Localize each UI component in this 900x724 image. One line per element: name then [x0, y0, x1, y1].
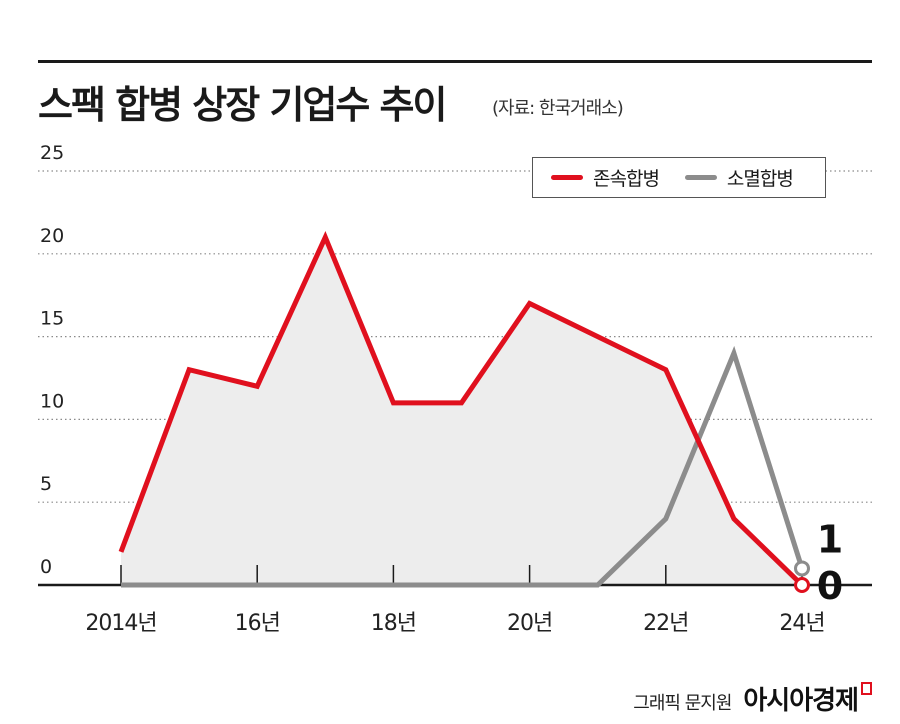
y-tick-label-25: 25	[40, 142, 64, 164]
y-tick-label-0: 0	[40, 556, 52, 578]
x-tick-label-2018: 18년	[371, 611, 416, 636]
legend-item-survivor: 존속합병	[551, 164, 660, 191]
x-tick-label-2014: 2014년	[85, 611, 156, 636]
top-rule	[38, 60, 872, 63]
brand-mark-icon	[861, 682, 872, 695]
end-marker-survivor	[794, 577, 810, 593]
end-label-survivor: 0	[817, 564, 843, 608]
y-tick-label-10: 10	[40, 390, 64, 412]
credit-author: 그래픽 문지원	[633, 693, 732, 714]
x-tick-label-2024: 24년	[779, 611, 824, 636]
source-note: (자료: 한국거래소)	[492, 98, 624, 119]
legend-label-dissolve: 소멸합병	[726, 168, 794, 190]
legend-swatch-survivor	[551, 175, 583, 180]
series-line-dissolve	[121, 345, 805, 588]
x-tick-label-2022: 22년	[643, 611, 688, 636]
legend-swatch-dissolve	[684, 175, 717, 180]
series-line-survivor	[118, 230, 804, 587]
credit-brand-logo: 아시아경제	[743, 686, 859, 716]
chart-title: 스팩 합병 상장 기업수 추이	[38, 83, 447, 127]
end-marker-dissolve	[794, 560, 810, 577]
x-tick-label-2020: 20년	[507, 611, 552, 636]
y-tick-label-20: 20	[40, 225, 64, 247]
end-label-dissolve: 1	[817, 517, 843, 561]
legend: 존속합병 소멸합병	[532, 157, 826, 198]
x-tick-label-2016: 16년	[235, 611, 280, 636]
legend-label-survivor: 존속합병	[593, 168, 660, 190]
y-tick-label-15: 15	[40, 308, 64, 330]
legend-item-dissolve: 소멸합병	[684, 164, 794, 191]
y-tick-label-5: 5	[40, 473, 52, 495]
survivor-area-fill	[121, 237, 802, 586]
credit: 그래픽 문지원 아시아경제	[633, 680, 872, 717]
